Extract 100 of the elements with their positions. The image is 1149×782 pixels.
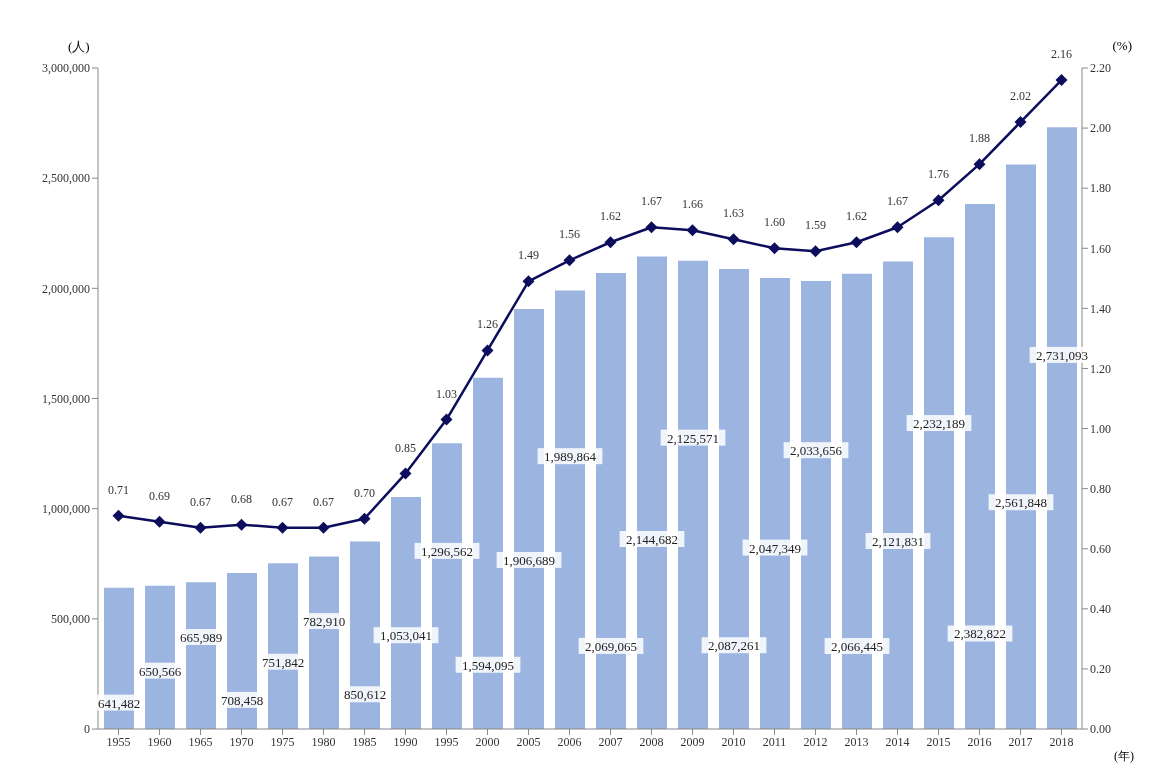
data-label: 1.26 (477, 317, 498, 332)
data-label: 1,989,864 (544, 449, 597, 465)
x-tick-label: 2018 (1049, 734, 1074, 749)
data-label: 2,069,065 (585, 638, 637, 654)
y-axis-title: (人) (68, 38, 90, 56)
y-tick-label: 1,000,000 (42, 501, 90, 516)
y-tick-label: 2,500,000 (42, 171, 90, 186)
point (891, 221, 904, 234)
point (235, 518, 248, 531)
data-label: 641,482 (97, 695, 141, 711)
data-label: 2,066,445 (831, 639, 883, 655)
data-label: 1,296,562 (421, 543, 473, 559)
x-tick-label: 1975 (270, 734, 295, 749)
x-tick-label: 2010 (721, 734, 746, 749)
point (768, 242, 781, 255)
x-tick-label: 1995 (434, 734, 459, 749)
data-label: 2,047,349 (749, 540, 801, 556)
data-label: 1.66 (682, 197, 703, 212)
data-label: 2,232,189 (913, 416, 965, 432)
point (153, 515, 166, 528)
data-label: 650,566 (138, 663, 182, 679)
y2-tick-label: 1.80 (1090, 181, 1111, 196)
y-tick-label: 1,500,000 (42, 391, 90, 406)
point (973, 158, 986, 171)
data-label: 2.02 (1010, 89, 1031, 104)
data-label: 2,125,571 (667, 430, 719, 446)
data-label: 1.62 (846, 209, 867, 224)
data-label: 2,731,093 (1036, 347, 1088, 363)
x-tick-label: 1985 (352, 734, 377, 749)
x-axis-title: (年) (1114, 748, 1134, 765)
x-tick-label: 1990 (393, 734, 418, 749)
x-tick-label: 2000 (475, 734, 500, 749)
point (1014, 116, 1027, 129)
y2-tick-label: 0.40 (1090, 602, 1111, 617)
y2-tick-label: 0.60 (1090, 541, 1111, 556)
point (440, 413, 453, 426)
point (809, 245, 822, 258)
y2-tick-label: 0.20 (1090, 662, 1111, 677)
data-label: 0.69 (149, 488, 170, 503)
data-label: 1.56 (559, 227, 580, 242)
point (686, 224, 699, 237)
x-tick-label: 1955 (106, 734, 131, 749)
data-label: 0.85 (395, 440, 416, 455)
data-label: 0.70 (354, 485, 375, 500)
point (276, 521, 289, 534)
data-label: 1.88 (969, 131, 990, 146)
y2-tick-label: 2.20 (1090, 61, 1111, 76)
data-label: 1.63 (723, 206, 744, 221)
data-label: 2,121,831 (872, 534, 924, 549)
y-tick-label: 500,000 (51, 612, 90, 627)
y2-axis-title: (%) (1112, 38, 1132, 54)
point (522, 275, 535, 288)
x-tick-label: 2011 (762, 734, 787, 749)
x-tick-label: 1970 (229, 734, 254, 749)
y2-tick-label: 0.80 (1090, 481, 1111, 496)
data-label: 1.03 (436, 386, 457, 401)
x-tick-label: 2015 (926, 734, 951, 749)
y2-tick-label: 1.00 (1090, 421, 1111, 436)
data-label: 1.59 (805, 218, 826, 233)
data-label: 2,561,848 (995, 495, 1047, 511)
x-tick-label: 2016 (967, 734, 992, 749)
x-tick-label: 1980 (311, 734, 336, 749)
data-label: 1.67 (887, 194, 908, 209)
data-label: 1,906,689 (503, 552, 555, 568)
x-tick-label: 2014 (885, 734, 910, 749)
y2-tick-label: 1.20 (1090, 361, 1111, 376)
point (645, 221, 658, 234)
point (850, 236, 863, 249)
y2-tick-label: 1.60 (1090, 241, 1111, 256)
data-label: 850,612 (343, 687, 387, 703)
data-label: 751,842 (261, 654, 305, 670)
data-label: 0.71 (108, 482, 129, 497)
data-label: 0.67 (190, 494, 211, 509)
point (932, 194, 945, 207)
data-label: 2,382,822 (954, 626, 1006, 642)
point (563, 254, 576, 267)
point (604, 236, 617, 249)
point (317, 521, 330, 534)
x-tick-label: 2013 (844, 734, 869, 749)
data-label: 2,033,656 (790, 443, 843, 459)
data-label: 1.49 (518, 248, 539, 263)
point (727, 233, 740, 246)
data-label: 1,594,095 (462, 657, 514, 673)
x-tick-label: 2008 (639, 734, 664, 749)
y-tick-label: 0 (84, 722, 90, 737)
data-label: 1.76 (928, 167, 949, 182)
data-label: 1,053,041 (380, 628, 432, 644)
x-tick-label: 2005 (516, 734, 541, 749)
point (399, 467, 412, 480)
point (194, 521, 207, 534)
data-label: 0.67 (272, 494, 293, 509)
data-label: 2.16 (1051, 47, 1072, 62)
data-label: 0.67 (313, 494, 334, 509)
x-tick-label: 2017 (1008, 734, 1033, 749)
x-tick-label: 1965 (188, 734, 213, 749)
data-label: 2,087,261 (708, 638, 760, 654)
x-tick-label: 2006 (557, 734, 582, 749)
y2-tick-label: 0.00 (1090, 722, 1111, 737)
data-label: 0.68 (231, 491, 252, 506)
data-label: 782,910 (302, 614, 346, 630)
